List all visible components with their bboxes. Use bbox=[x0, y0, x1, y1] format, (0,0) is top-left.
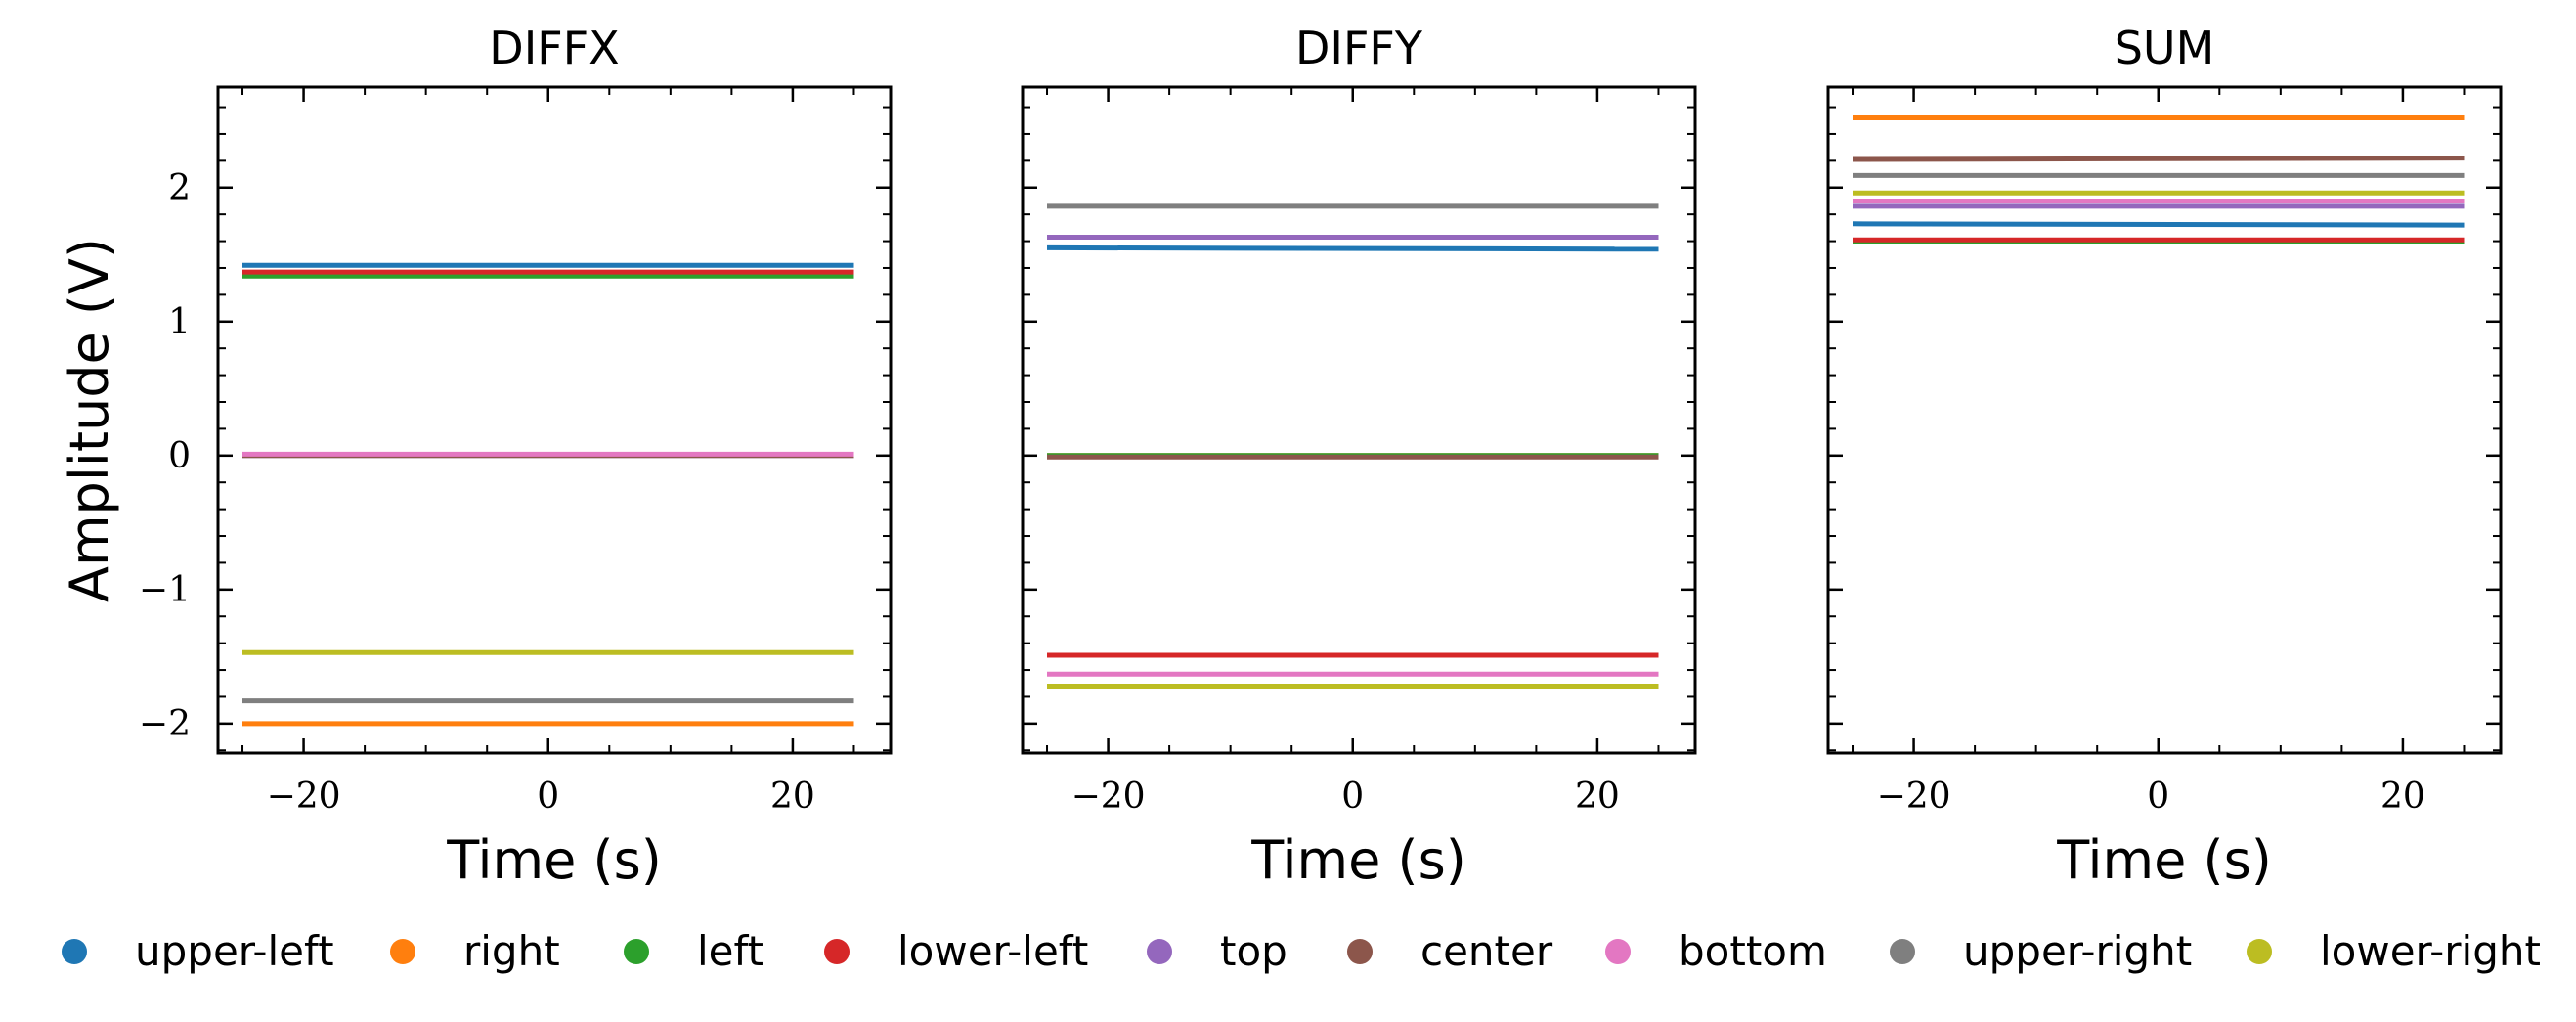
legend-marker-lower-right bbox=[2247, 939, 2272, 964]
legend-marker-left bbox=[624, 939, 649, 964]
diffx-axes-frame bbox=[216, 85, 893, 755]
legend-marker-bottom bbox=[1605, 939, 1631, 964]
legend-marker-center bbox=[1347, 939, 1373, 964]
legend-label-top: top bbox=[1220, 927, 1288, 975]
legend-label-upper-right: upper-right bbox=[1963, 927, 2192, 975]
diffy-x-tick-label: 0 bbox=[1341, 777, 1364, 817]
legend-label-lower-right: lower-right bbox=[2320, 927, 2541, 975]
sum-panel: SUM −20 0 20 Time (s) bbox=[1826, 22, 2503, 891]
legend-label-bottom: bottom bbox=[1679, 927, 1827, 975]
legend-item-bottom: bottom bbox=[1605, 927, 1827, 975]
legend-item-center: center bbox=[1347, 927, 1553, 975]
legend-item-upper-right: upper-right bbox=[1890, 927, 2192, 975]
legend-item-upper-left: upper-left bbox=[62, 927, 334, 975]
diffy-x-axis-label: Time (s) bbox=[1250, 829, 1466, 891]
diffy-series-upper-left bbox=[1046, 244, 1659, 252]
sum-x-tick-label: 0 bbox=[2147, 777, 2169, 817]
legend-item-lower-right: lower-right bbox=[2247, 927, 2541, 975]
sum-title: SUM bbox=[2115, 22, 2215, 74]
sum-x-axis-label: Time (s) bbox=[2056, 829, 2272, 891]
legend-label-right: right bbox=[463, 927, 560, 975]
legend-marker-top bbox=[1147, 939, 1172, 964]
legend-label-left: left bbox=[697, 927, 764, 975]
legend-item-top: top bbox=[1147, 927, 1288, 975]
diffy-title: DIFFY bbox=[1295, 22, 1423, 74]
legend-item-right: right bbox=[390, 927, 560, 975]
legend: upper-left right left lower-left top center bo… bbox=[62, 927, 2541, 975]
diffx-x-tick-label: 20 bbox=[770, 777, 815, 817]
sum-x-tick-label: 20 bbox=[2380, 777, 2425, 817]
legend-marker-upper-left bbox=[62, 939, 87, 964]
sum-series-upper-left bbox=[1852, 221, 2465, 228]
legend-label-lower-left: lower-left bbox=[897, 927, 1088, 975]
diffy-x-tick-label: −20 bbox=[1071, 777, 1146, 817]
legend-item-left: left bbox=[624, 927, 764, 975]
legend-item-lower-left: lower-left bbox=[824, 927, 1088, 975]
diffy-panel: DIFFY −20 0 20 Time (s) bbox=[1021, 22, 1697, 891]
diffx-y-tick-label: −1 bbox=[139, 570, 191, 610]
diffx-panel: DIFFX −20 0 20 −2 −1 0 1 2 Time (s) Amplitude (V) bbox=[59, 22, 893, 891]
diffx-y-tick-label: 2 bbox=[168, 168, 191, 208]
legend-label-center: center bbox=[1420, 927, 1553, 975]
diffx-y-tick-label: 1 bbox=[168, 302, 191, 342]
sum-series-center bbox=[1852, 156, 2465, 162]
legend-marker-upper-right bbox=[1890, 939, 1915, 964]
diffx-x-tick-label: −20 bbox=[267, 777, 341, 817]
diffx-x-tick-label: 0 bbox=[537, 777, 559, 817]
legend-marker-lower-left bbox=[824, 939, 850, 964]
diffy-axes-frame bbox=[1021, 85, 1697, 755]
diffx-y-tick-label: 0 bbox=[168, 436, 191, 476]
sum-x-tick-label: −20 bbox=[1877, 777, 1951, 817]
diffx-x-axis-label: Time (s) bbox=[446, 829, 662, 891]
diffy-x-tick-label: 20 bbox=[1575, 777, 1620, 817]
diffx-y-axis-label: Amplitude (V) bbox=[59, 238, 120, 602]
legend-marker-right bbox=[390, 939, 415, 964]
sum-axes-frame bbox=[1826, 85, 2503, 755]
legend-label-upper-left: upper-left bbox=[135, 927, 334, 975]
diffx-title: DIFFX bbox=[489, 22, 619, 74]
diffx-y-tick-label: −2 bbox=[139, 704, 191, 744]
